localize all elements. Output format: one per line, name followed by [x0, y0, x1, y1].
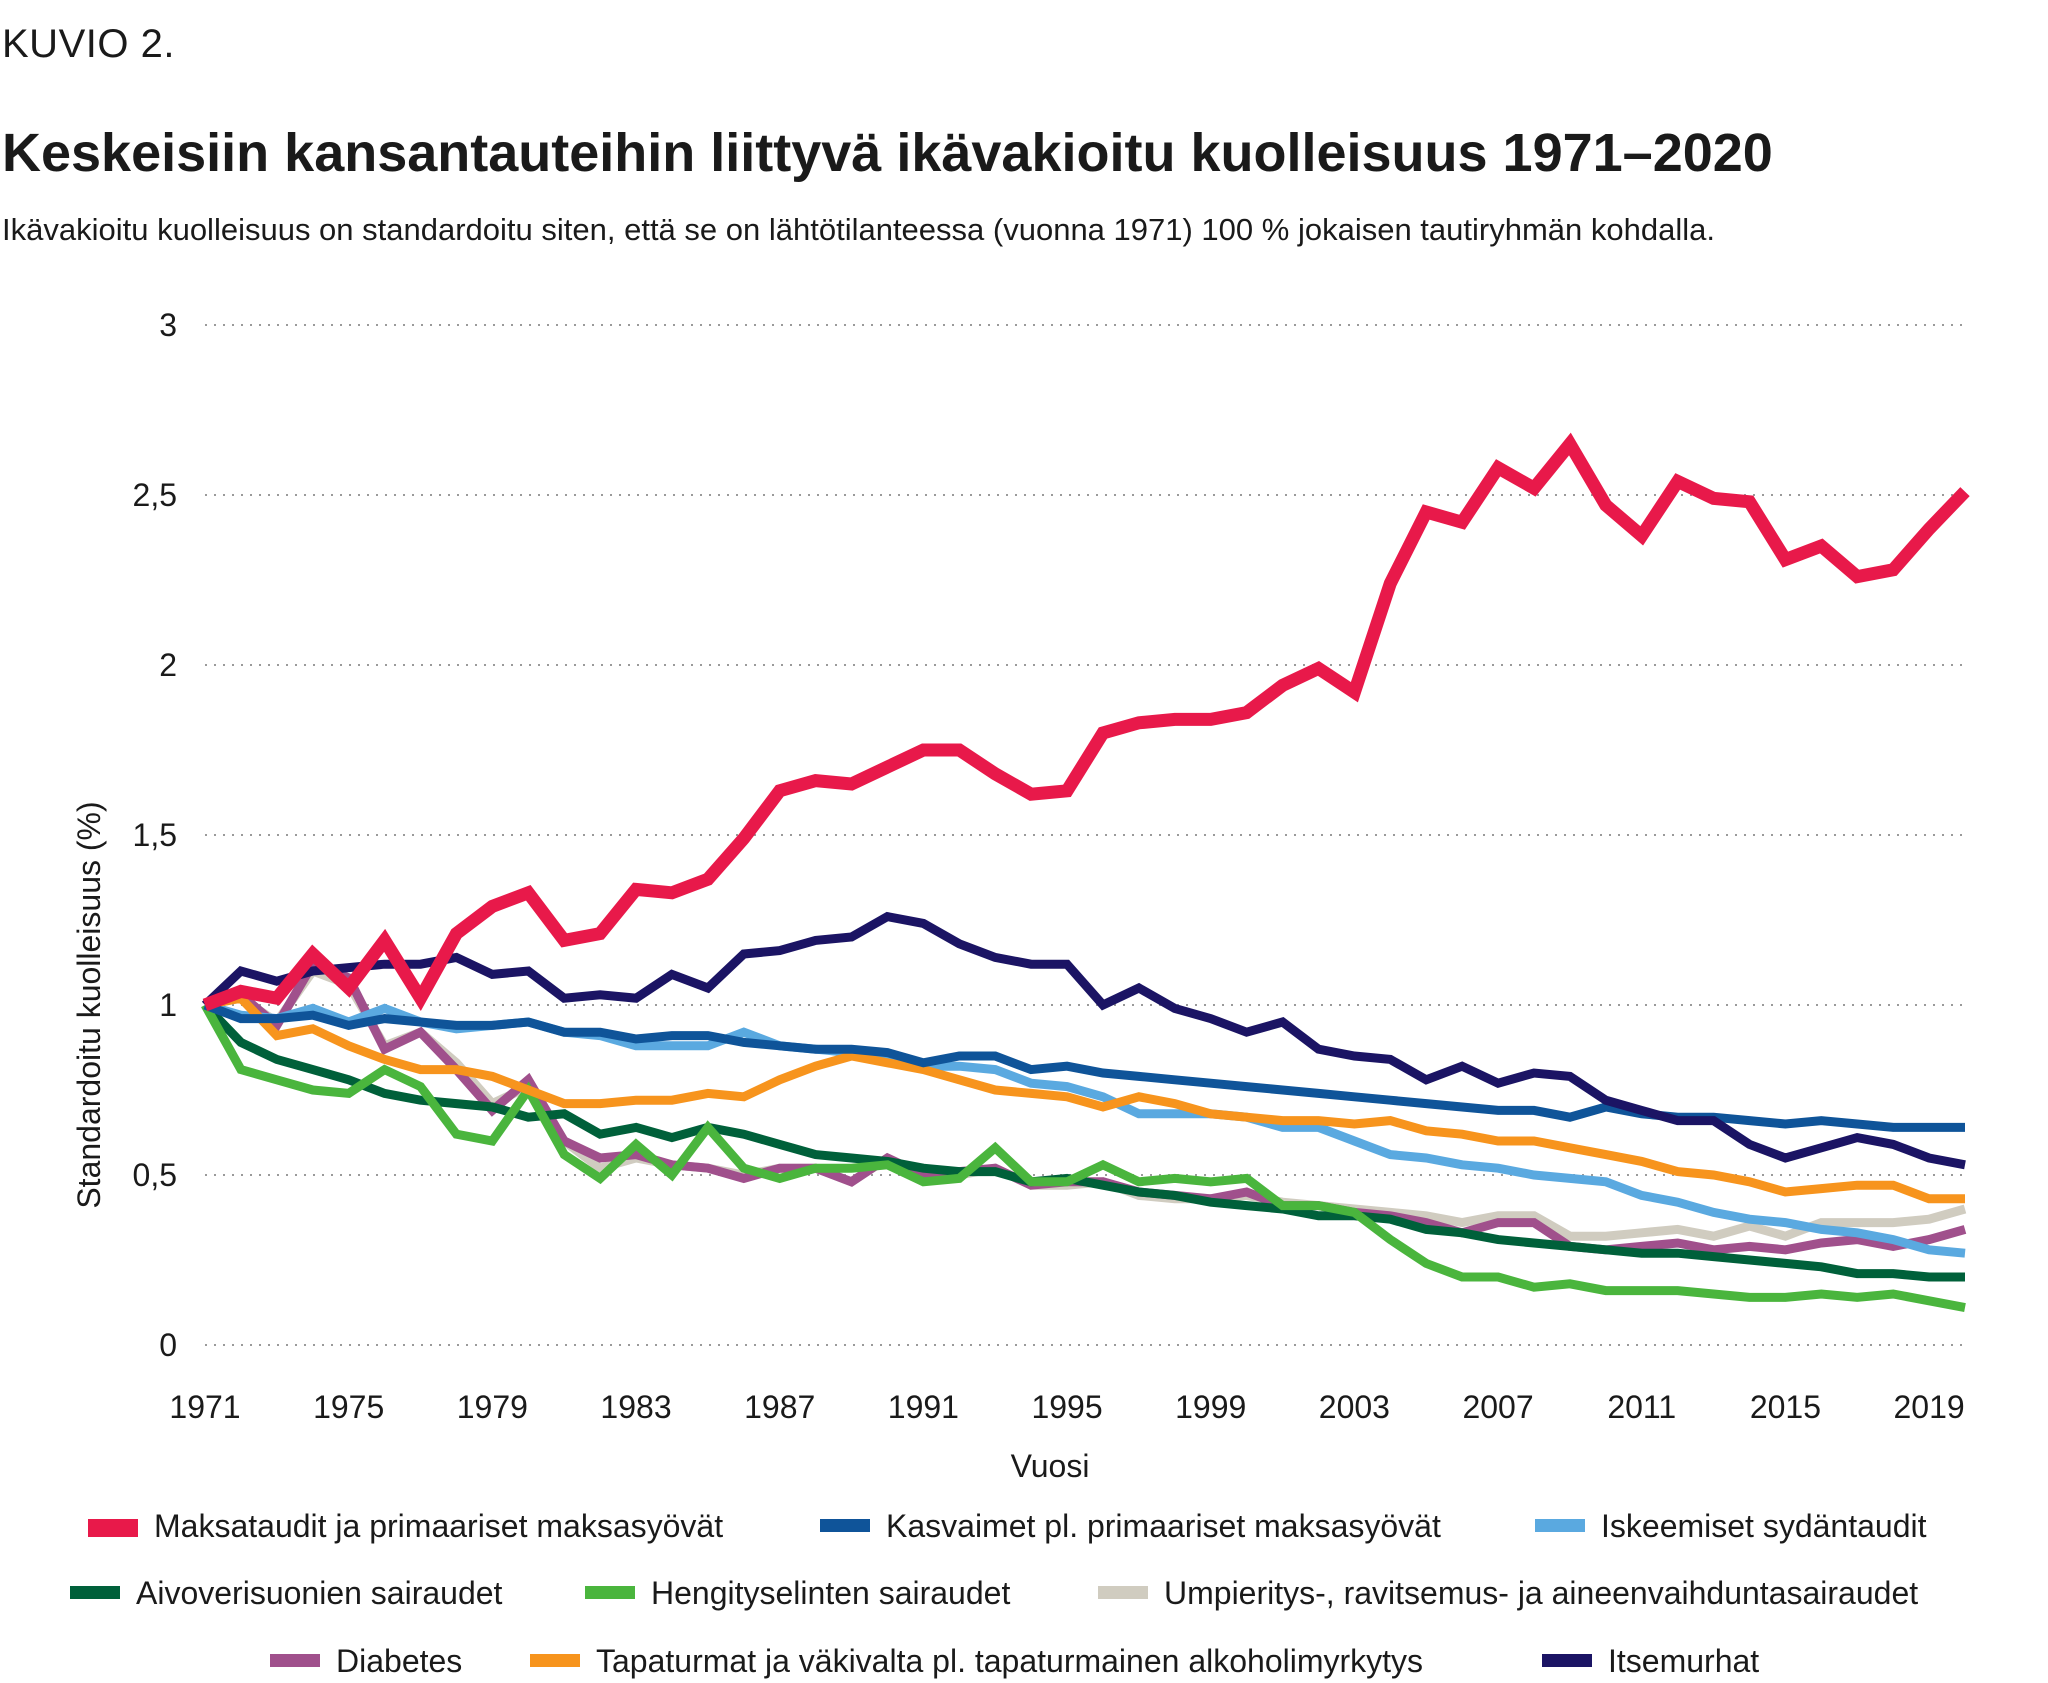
legend-label: Hengityselinten sairaudet	[651, 1575, 1010, 1611]
y-tick-label: 2,5	[133, 477, 177, 513]
legend-item: Hengityselinten sairaudet	[585, 1575, 1010, 1611]
x-tick-label: 2019	[1893, 1389, 1964, 1425]
x-tick-label: 1983	[600, 1389, 671, 1425]
legend-swatch	[530, 1654, 580, 1667]
legend-item: Kasvaimet pl. primaariset maksasyövät	[820, 1508, 1441, 1544]
x-tick-label: 2007	[1462, 1389, 1533, 1425]
legend-swatch	[585, 1586, 635, 1599]
legend-label: Aivoverisuonien sairaudet	[136, 1575, 503, 1611]
series-line	[201, 1001, 1965, 1282]
series-line	[204, 993, 1965, 1204]
y-tick-label: 0,5	[133, 1157, 177, 1193]
legend-swatch	[270, 1654, 320, 1667]
x-axis-label: Vuosi	[1011, 1448, 1090, 1484]
legend-swatch	[70, 1586, 120, 1599]
gridlines	[205, 324, 1965, 1346]
chart-title: Keskeisiin kansantauteihin liittyvä ikäv…	[2, 123, 1773, 183]
x-tick-label: 1991	[888, 1389, 959, 1425]
x-tick-label: 1971	[169, 1389, 240, 1425]
y-tick-label: 1	[159, 987, 177, 1023]
x-tick-label: 2011	[1607, 1389, 1676, 1425]
x-axis-tick-labels: 1971 1975 1979 1983 1987 1991 1995 1999 2003 2007…	[169, 1389, 1964, 1425]
x-tick-label: 2015	[1750, 1389, 1821, 1425]
y-tick-label: 1,5	[133, 817, 177, 853]
legend: Maksataudit ja primaariset maksasyövät Ka…	[70, 1508, 1927, 1679]
legend-label: Maksataudit ja primaariset maksasyövät	[154, 1508, 723, 1544]
legend-item: Maksataudit ja primaariset maksasyövät	[88, 1508, 723, 1544]
legend-label: Iskeemiset sydäntaudit	[1601, 1508, 1927, 1544]
legend-item: Diabetes	[270, 1643, 462, 1679]
series-line	[201, 911, 1966, 1170]
x-tick-label: 2003	[1319, 1389, 1390, 1425]
y-tick-label: 2	[159, 647, 177, 683]
legend-label: Kasvaimet pl. primaariset maksasyövät	[886, 1508, 1441, 1544]
legend-swatch	[1542, 1654, 1592, 1667]
legend-item: Umpieritys-, ravitsemus- ja aineenvaihdu…	[1098, 1575, 1918, 1611]
chart-subtitle: Ikävakioitu kuolleisuus on standardoitu …	[2, 212, 1715, 247]
series-lines	[201, 432, 1970, 1313]
x-tick-label: 1987	[744, 1389, 815, 1425]
x-tick-label: 1979	[457, 1389, 528, 1425]
legend-item: Iskeemiset sydäntaudit	[1535, 1508, 1927, 1544]
series-line	[203, 1000, 1966, 1258]
legend-label: Diabetes	[336, 1643, 462, 1679]
y-axis-tick-labels: 0 0,5 1 1,5 2 2,5 3	[133, 307, 177, 1363]
x-tick-label: 1995	[1031, 1389, 1102, 1425]
legend-swatch	[1535, 1519, 1585, 1532]
legend-item: Aivoverisuonien sairaudet	[70, 1575, 503, 1611]
x-tick-label: 1999	[1175, 1389, 1246, 1425]
series-line	[202, 432, 1970, 1012]
y-axis-label: Standardoitu kuolleisuus (%)	[71, 801, 107, 1208]
legend-item: Itsemurhat	[1542, 1643, 1759, 1679]
y-tick-label: 3	[159, 307, 177, 343]
x-tick-label: 1975	[313, 1389, 384, 1425]
legend-item: Tapaturmat ja väkivalta pl. tapaturmaine…	[530, 1643, 1423, 1679]
figure-label: KUVIO 2.	[2, 22, 175, 66]
legend-swatch	[820, 1519, 870, 1532]
legend-swatch	[88, 1519, 138, 1537]
legend-label: Tapaturmat ja väkivalta pl. tapaturmaine…	[596, 1643, 1423, 1679]
legend-swatch	[1098, 1586, 1148, 1599]
legend-label: Umpieritys-, ravitsemus- ja aineenvaihdu…	[1164, 1575, 1918, 1611]
legend-label: Itsemurhat	[1608, 1643, 1759, 1679]
y-tick-label: 0	[159, 1327, 177, 1363]
series-line	[201, 1002, 1966, 1313]
